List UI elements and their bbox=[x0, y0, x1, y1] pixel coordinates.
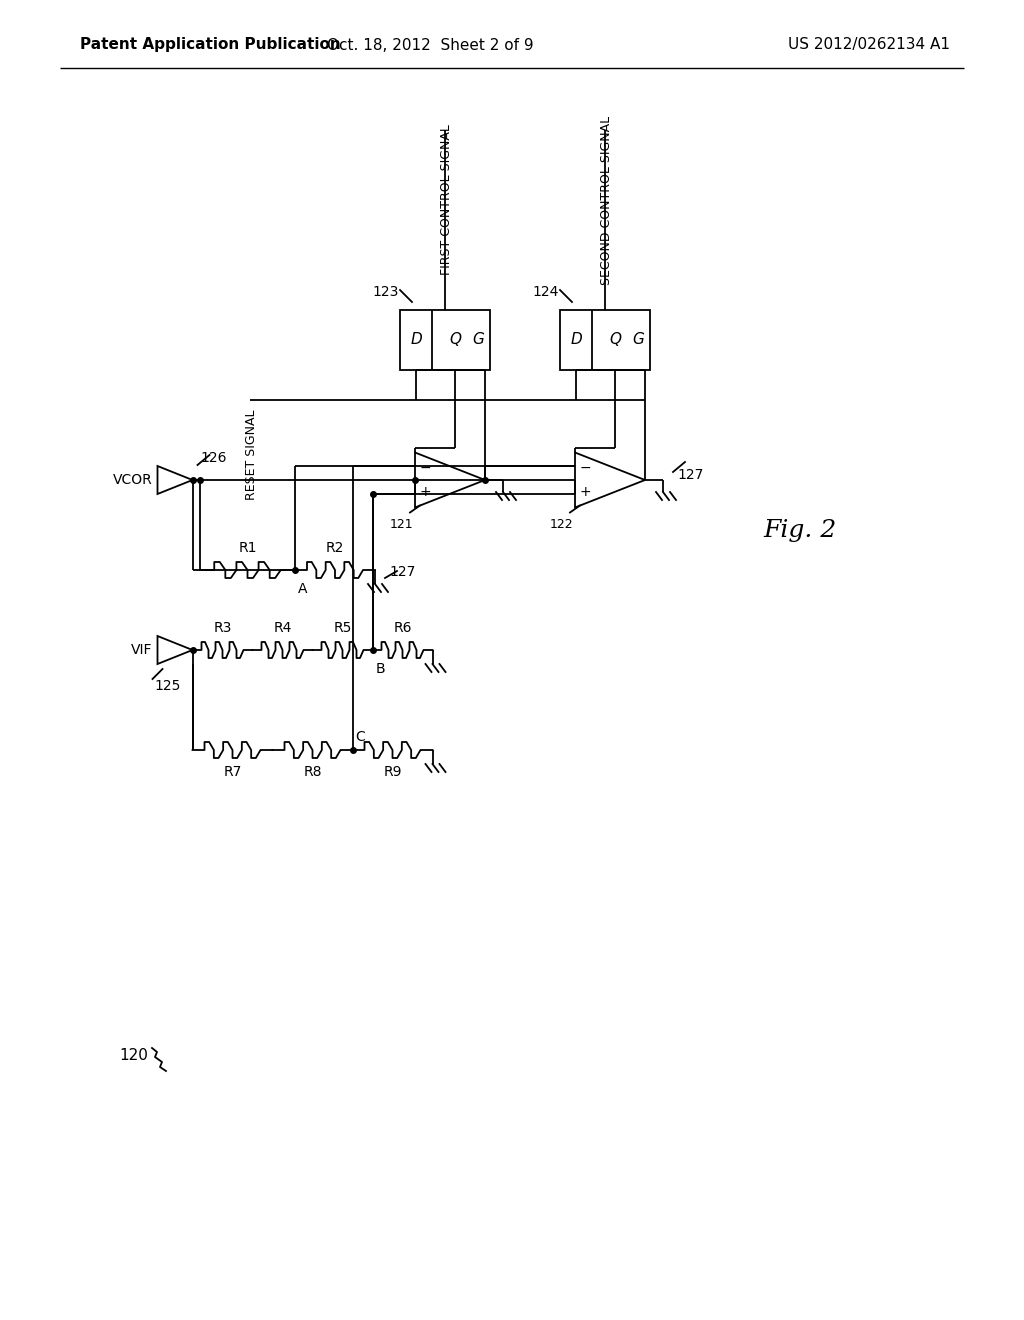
Text: 123: 123 bbox=[373, 285, 399, 300]
Text: −: − bbox=[419, 461, 431, 475]
Text: A: A bbox=[298, 582, 307, 597]
Text: R7: R7 bbox=[223, 766, 242, 779]
Text: −: − bbox=[580, 461, 591, 475]
Text: 122: 122 bbox=[549, 517, 573, 531]
Text: SECOND CONTROL SIGNAL: SECOND CONTROL SIGNAL bbox=[600, 115, 613, 285]
Text: 124: 124 bbox=[532, 285, 559, 300]
Text: RESET SIGNAL: RESET SIGNAL bbox=[245, 411, 258, 500]
Text: G: G bbox=[632, 333, 644, 347]
Text: Oct. 18, 2012  Sheet 2 of 9: Oct. 18, 2012 Sheet 2 of 9 bbox=[327, 37, 534, 53]
Text: 127: 127 bbox=[677, 469, 703, 482]
Text: 126: 126 bbox=[201, 451, 227, 465]
Text: R9: R9 bbox=[383, 766, 401, 779]
Text: C: C bbox=[355, 730, 366, 744]
Text: R2: R2 bbox=[326, 541, 344, 554]
Text: R3: R3 bbox=[213, 620, 231, 635]
Text: R6: R6 bbox=[393, 620, 412, 635]
Bar bbox=[560, 310, 650, 370]
Text: Fig. 2: Fig. 2 bbox=[763, 519, 837, 541]
Text: Q: Q bbox=[609, 333, 621, 347]
Text: D: D bbox=[411, 333, 422, 347]
Text: R4: R4 bbox=[273, 620, 292, 635]
Text: R5: R5 bbox=[334, 620, 351, 635]
Text: +: + bbox=[419, 484, 431, 499]
Text: R8: R8 bbox=[303, 766, 322, 779]
Text: D: D bbox=[570, 333, 582, 347]
Text: 127: 127 bbox=[389, 565, 416, 579]
Text: 125: 125 bbox=[155, 678, 181, 693]
Text: R1: R1 bbox=[239, 541, 257, 554]
Text: VIF: VIF bbox=[131, 643, 153, 657]
Text: B: B bbox=[376, 663, 385, 676]
Text: G: G bbox=[472, 333, 484, 347]
Text: FIRST CONTROL SIGNAL: FIRST CONTROL SIGNAL bbox=[440, 124, 454, 276]
Text: VCOR: VCOR bbox=[113, 473, 153, 487]
Text: US 2012/0262134 A1: US 2012/0262134 A1 bbox=[788, 37, 950, 53]
Text: +: + bbox=[580, 484, 591, 499]
Text: 121: 121 bbox=[389, 517, 413, 531]
Text: Patent Application Publication: Patent Application Publication bbox=[80, 37, 341, 53]
Bar bbox=[400, 310, 490, 370]
Text: Q: Q bbox=[449, 333, 461, 347]
Text: 120: 120 bbox=[119, 1048, 148, 1063]
